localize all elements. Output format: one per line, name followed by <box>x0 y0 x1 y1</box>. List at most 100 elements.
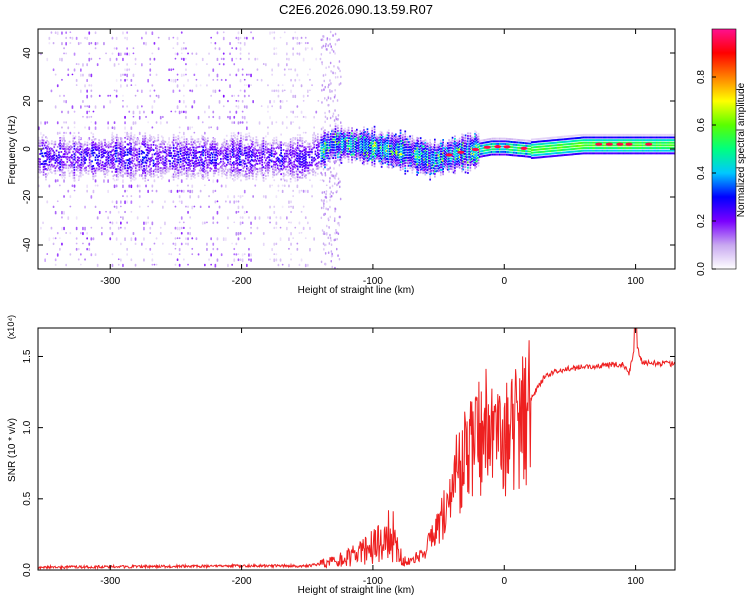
spectrogram-cell <box>142 140 144 143</box>
spectrogram-cell <box>347 132 350 134</box>
spectrogram-cell <box>328 103 330 107</box>
spectrogram-cell <box>178 126 181 129</box>
spectrogram-cell <box>334 146 337 149</box>
spectrogram-cell <box>365 143 368 146</box>
spectrogram-cell <box>411 163 414 166</box>
spectrogram-cell <box>130 184 133 189</box>
spectrogram-cell <box>395 141 397 144</box>
spectrogram-cell <box>239 78 242 83</box>
spectrogram-cell <box>153 42 156 45</box>
spectrogram-cell <box>183 157 186 159</box>
spectrogram-cell <box>241 115 244 119</box>
spectrogram-cell <box>347 147 350 150</box>
spectrogram-cell <box>201 174 203 177</box>
spectrogram-cell <box>159 146 162 148</box>
spectrogram-cell <box>364 152 366 154</box>
spectrogram-cell <box>337 143 339 145</box>
spectrogram-cell <box>322 44 325 48</box>
spectrogram-cell <box>392 139 395 142</box>
spectrogram-cell <box>235 173 238 175</box>
spectrogram-cell <box>111 131 114 135</box>
spectrogram-cell <box>214 148 216 151</box>
spectrogram-cell <box>183 110 185 114</box>
spectrogram-cell <box>305 155 307 158</box>
spectrogram-cell <box>392 160 395 163</box>
spectrogram-cell <box>301 139 304 142</box>
spectrogram-cell <box>216 200 219 203</box>
spectrogram-cell <box>376 149 378 151</box>
spectrogram-cell <box>191 253 194 256</box>
spectrogram-cell <box>320 154 323 157</box>
spectrogram-cell <box>127 151 130 154</box>
spectrogram-cell <box>177 158 180 161</box>
spectrogram-cell <box>140 163 143 166</box>
spectrogram-cell <box>91 144 93 147</box>
spectrogram-cell <box>149 168 151 171</box>
spectrogram-cell <box>124 36 126 40</box>
spectrogram-cell <box>113 145 116 147</box>
spectrogram-cell <box>395 138 397 141</box>
spectrogram-cell <box>262 145 265 147</box>
spectrogram-cell <box>220 184 223 188</box>
spectrogram-cell <box>432 154 435 156</box>
spectrogram-cell <box>441 169 443 171</box>
spectrogram-cell <box>97 159 99 161</box>
spectrogram-cell <box>53 164 56 167</box>
spectrogram-cell <box>328 110 331 113</box>
spectrogram-cell <box>287 148 290 151</box>
spectrogram-cell <box>117 167 119 170</box>
spectrogram-cell <box>157 163 160 165</box>
spectrogram-cell <box>47 151 50 154</box>
spectrogram-cell <box>419 171 422 174</box>
spectrogram-cell <box>172 47 175 49</box>
spectrogram-cell <box>45 173 47 176</box>
spectrogram-cell <box>298 157 300 159</box>
spectrogram-cell <box>159 232 162 235</box>
spectrogram-cell <box>299 158 301 160</box>
spectrogram-cell <box>87 170 90 173</box>
spectrogram-cell <box>354 138 357 140</box>
spectrogram-cell <box>237 155 240 157</box>
spectrogram-cell <box>327 139 330 141</box>
spectrogram-cell <box>273 137 275 140</box>
spectrogram-cell <box>211 161 214 164</box>
spectrogram-cell <box>159 151 162 154</box>
spectrogram-cell <box>81 146 84 148</box>
spectrogram-cell <box>378 147 381 149</box>
spectrogram-cell <box>307 167 310 170</box>
spectrogram-cell <box>177 174 180 177</box>
spectrogram-cell <box>71 105 74 109</box>
spectrogram-cell <box>403 138 405 141</box>
spectrogram-cell <box>304 162 306 165</box>
spectrogram-cell <box>75 242 78 245</box>
spectrogram-cell <box>185 68 187 71</box>
spectrogram-cell <box>216 152 219 155</box>
spectrogram-cell <box>218 170 221 172</box>
spectrogram-cell <box>322 135 325 137</box>
spectrogram-cell <box>162 168 164 171</box>
spectrogram-cell <box>101 145 104 148</box>
spectrogram-cell <box>436 143 439 146</box>
spectrogram-cell <box>292 168 294 171</box>
spectrogram-cell <box>187 78 189 82</box>
spectrogram-cell <box>205 151 208 154</box>
spectrogram-cell <box>295 170 298 173</box>
spectrogram-cell <box>204 175 207 178</box>
spectrogram-cell <box>40 149 43 152</box>
spectrogram-cell <box>374 147 377 150</box>
spectrogram-cell <box>82 115 84 118</box>
spectrogram-cell <box>266 167 268 170</box>
spectrogram-cell <box>289 162 292 164</box>
spectrogram-cell <box>393 153 396 156</box>
spectrogram-cell <box>78 178 80 181</box>
spectrogram-cell <box>176 105 179 109</box>
spectrogram-cell <box>51 163 53 166</box>
spectrogram-cell <box>263 148 266 151</box>
spectrogram-cell <box>252 141 254 143</box>
spectrogram-cell <box>431 169 434 172</box>
spectrogram-cell <box>185 169 188 172</box>
spectrogram-cell <box>236 175 239 177</box>
spectrogram-cell <box>418 167 421 169</box>
spectrogram-cell <box>250 156 253 159</box>
spectrogram-cell <box>46 147 48 150</box>
